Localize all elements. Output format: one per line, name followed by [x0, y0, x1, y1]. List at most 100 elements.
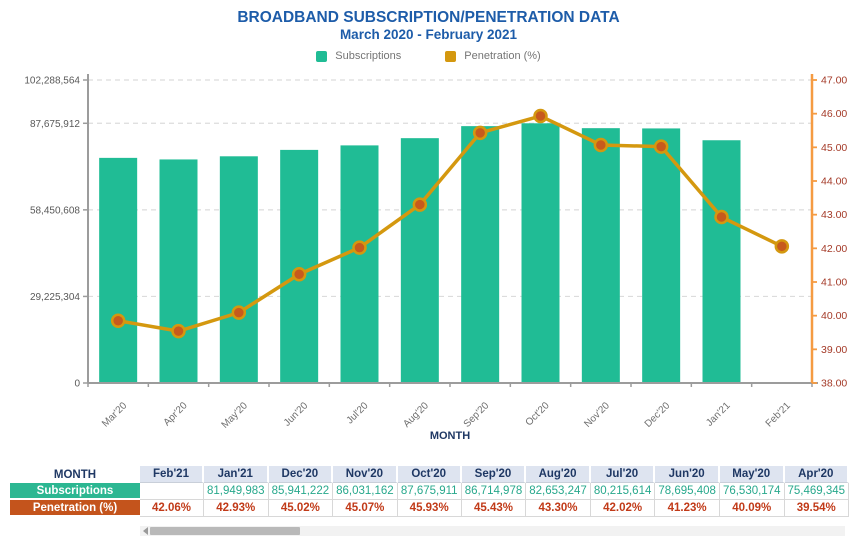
x-axis-label: Jul'20	[345, 400, 371, 426]
legend-item-penetration[interactable]: Penetration (%)	[445, 50, 541, 62]
bar-Dec'20[interactable]	[642, 128, 681, 383]
table-col-header: May'20	[719, 466, 785, 483]
x-axis-label: Jan'21	[704, 400, 733, 429]
table-cell-pen: 45.93%	[397, 500, 462, 517]
right-axis-tick-label: 38.00	[821, 378, 847, 390]
x-axis-label: Mar'20	[100, 400, 129, 429]
table-cell-pen: 45.02%	[268, 500, 334, 517]
x-axis-label: Jun'20	[282, 400, 311, 429]
table-col-header: Jun'20	[655, 466, 720, 483]
table-cell-subs	[140, 483, 204, 500]
table-col-header: Oct'20	[397, 466, 462, 483]
bar-Jan'21[interactable]	[702, 140, 741, 383]
penetration-point-Jan'21[interactable]	[714, 209, 729, 225]
table-cell-subs: 86,714,978	[461, 483, 527, 500]
x-axis-title: MONTH	[430, 430, 470, 442]
legend-label: Subscriptions	[335, 50, 402, 62]
x-axis-label: Sep'20	[462, 400, 492, 430]
penetration-point-Nov'20[interactable]	[593, 137, 609, 153]
table-col-header: Jan'21	[204, 466, 269, 483]
penetration-point-Feb'21[interactable]	[774, 239, 790, 254]
bar-Jul'20[interactable]	[340, 145, 379, 383]
penetration-point-Dec'20[interactable]	[653, 139, 669, 154]
table-cell-subs: 86,031,162	[333, 483, 398, 500]
table-cell-pen: 42.02%	[590, 500, 656, 517]
x-axis-label: Oct'20	[524, 400, 552, 428]
bar-Jun'20[interactable]	[280, 149, 319, 383]
table-cell-pen: 39.54%	[784, 500, 850, 517]
penetration-point-Apr'20[interactable]	[171, 323, 186, 339]
penetration-point-May'20[interactable]	[231, 305, 247, 320]
scrollbar-thumb[interactable]	[150, 527, 300, 535]
penetration-point-Jul'20[interactable]	[352, 240, 367, 255]
table-corner-month: MONTH	[10, 466, 140, 483]
left-axis-tick-label: 29,225,304	[30, 292, 80, 303]
table-cell-pen: 43.30%	[526, 500, 591, 517]
table-col-header: Apr'20	[784, 466, 850, 483]
right-axis-tick-label: 47.00	[821, 75, 847, 87]
penetration-point-Aug'20[interactable]	[412, 197, 428, 212]
penetration-point-Sep'20[interactable]	[472, 125, 488, 141]
left-axis-tick-label: 0	[74, 379, 80, 390]
table-row-label-pen: Penetration (%)	[10, 500, 140, 517]
table-col-header: Sep'20	[461, 466, 527, 483]
right-axis-tick-label: 41.00	[821, 277, 847, 289]
x-axis-label: Feb'21	[764, 400, 793, 429]
x-axis-label: Apr'20	[162, 400, 190, 428]
bar-Apr'20[interactable]	[159, 159, 198, 383]
bar-Mar'20[interactable]	[99, 157, 138, 383]
table-cell-pen: 45.07%	[333, 500, 398, 517]
data-table-wrap: MONTH Feb'21 Jan'21 Dec'20 Nov'20 Oct'20 Sep'2…	[10, 466, 850, 517]
right-axis-tick-label: 39.00	[821, 344, 847, 356]
right-axis-tick-label: 42.00	[821, 243, 847, 255]
table-col-header: Jul'20	[590, 466, 656, 483]
penetration-point-Oct'20[interactable]	[533, 108, 548, 124]
table-cell-subs: 85,941,222	[268, 483, 334, 500]
bar-Oct'20[interactable]	[521, 123, 560, 384]
legend-item-subscriptions[interactable]: Subscriptions	[316, 50, 401, 62]
legend-label: Penetration (%)	[464, 50, 541, 62]
bar-Nov'20[interactable]	[581, 128, 620, 383]
right-axis-tick-label: 40.00	[821, 310, 847, 322]
x-axis-label: Dec'20	[643, 400, 673, 430]
left-axis-tick-label: 58,450,608	[30, 205, 80, 216]
penetration-point-Jun'20[interactable]	[291, 267, 307, 282]
bar-Aug'20[interactable]	[400, 138, 439, 383]
right-axis-tick-label: 43.00	[821, 209, 847, 221]
legend-swatch-icon	[445, 50, 457, 62]
right-axis-tick-label: 44.00	[821, 176, 847, 188]
x-axis-label: Nov'20	[582, 400, 612, 430]
right-axis-tick-label: 46.00	[821, 108, 847, 120]
right-axis-tick-label: 45.00	[821, 142, 847, 154]
table-cell-subs: 75,469,345	[784, 483, 850, 500]
chart-legend: Subscriptions Penetration (%)	[0, 50, 857, 62]
page-title: BROADBAND SUBSCRIPTION/PENETRATION DATA	[237, 9, 620, 26]
table-col-header: Aug'20	[526, 466, 591, 483]
table-col-header: Nov'20	[333, 466, 398, 483]
data-table: MONTH Feb'21 Jan'21 Dec'20 Nov'20 Oct'20 Sep'2…	[10, 466, 850, 517]
page-subtitle: March 2020 - February 2021	[339, 27, 518, 42]
left-axis-tick-label: 102,288,564	[24, 76, 80, 87]
table-col-header: Dec'20	[268, 466, 334, 483]
bar-May'20[interactable]	[219, 156, 258, 383]
x-axis-label: Aug'20	[401, 400, 431, 430]
table-cell-subs: 78,695,408	[655, 483, 720, 500]
combo-chart: 0 29,225,304 58,450,608 87,675,912 102,288,5…	[24, 74, 847, 442]
table-scrollbar[interactable]	[140, 526, 845, 536]
scrollbar-left-arrow-icon[interactable]	[143, 527, 148, 535]
table-cell-subs: 82,653,247	[526, 483, 591, 500]
table-cell-subs: 81,949,983	[204, 483, 269, 500]
table-row-label-subs: Subscriptions	[10, 483, 140, 500]
table-cell-pen: 42.06%	[140, 500, 204, 517]
table-cell-pen: 42.93%	[204, 500, 269, 517]
bar-Sep'20[interactable]	[461, 126, 500, 383]
legend-swatch-icon	[316, 50, 328, 62]
penetration-point-Mar'20[interactable]	[110, 313, 126, 328]
table-cell-subs: 80,215,614	[590, 483, 656, 500]
table-cell-pen: 41.23%	[655, 500, 720, 517]
table-cell-subs: 87,675,911	[397, 483, 462, 500]
left-axis-tick-label: 87,675,912	[30, 119, 80, 130]
x-axis-label: May'20	[220, 400, 251, 431]
table-cell-pen: 45.43%	[461, 500, 527, 517]
